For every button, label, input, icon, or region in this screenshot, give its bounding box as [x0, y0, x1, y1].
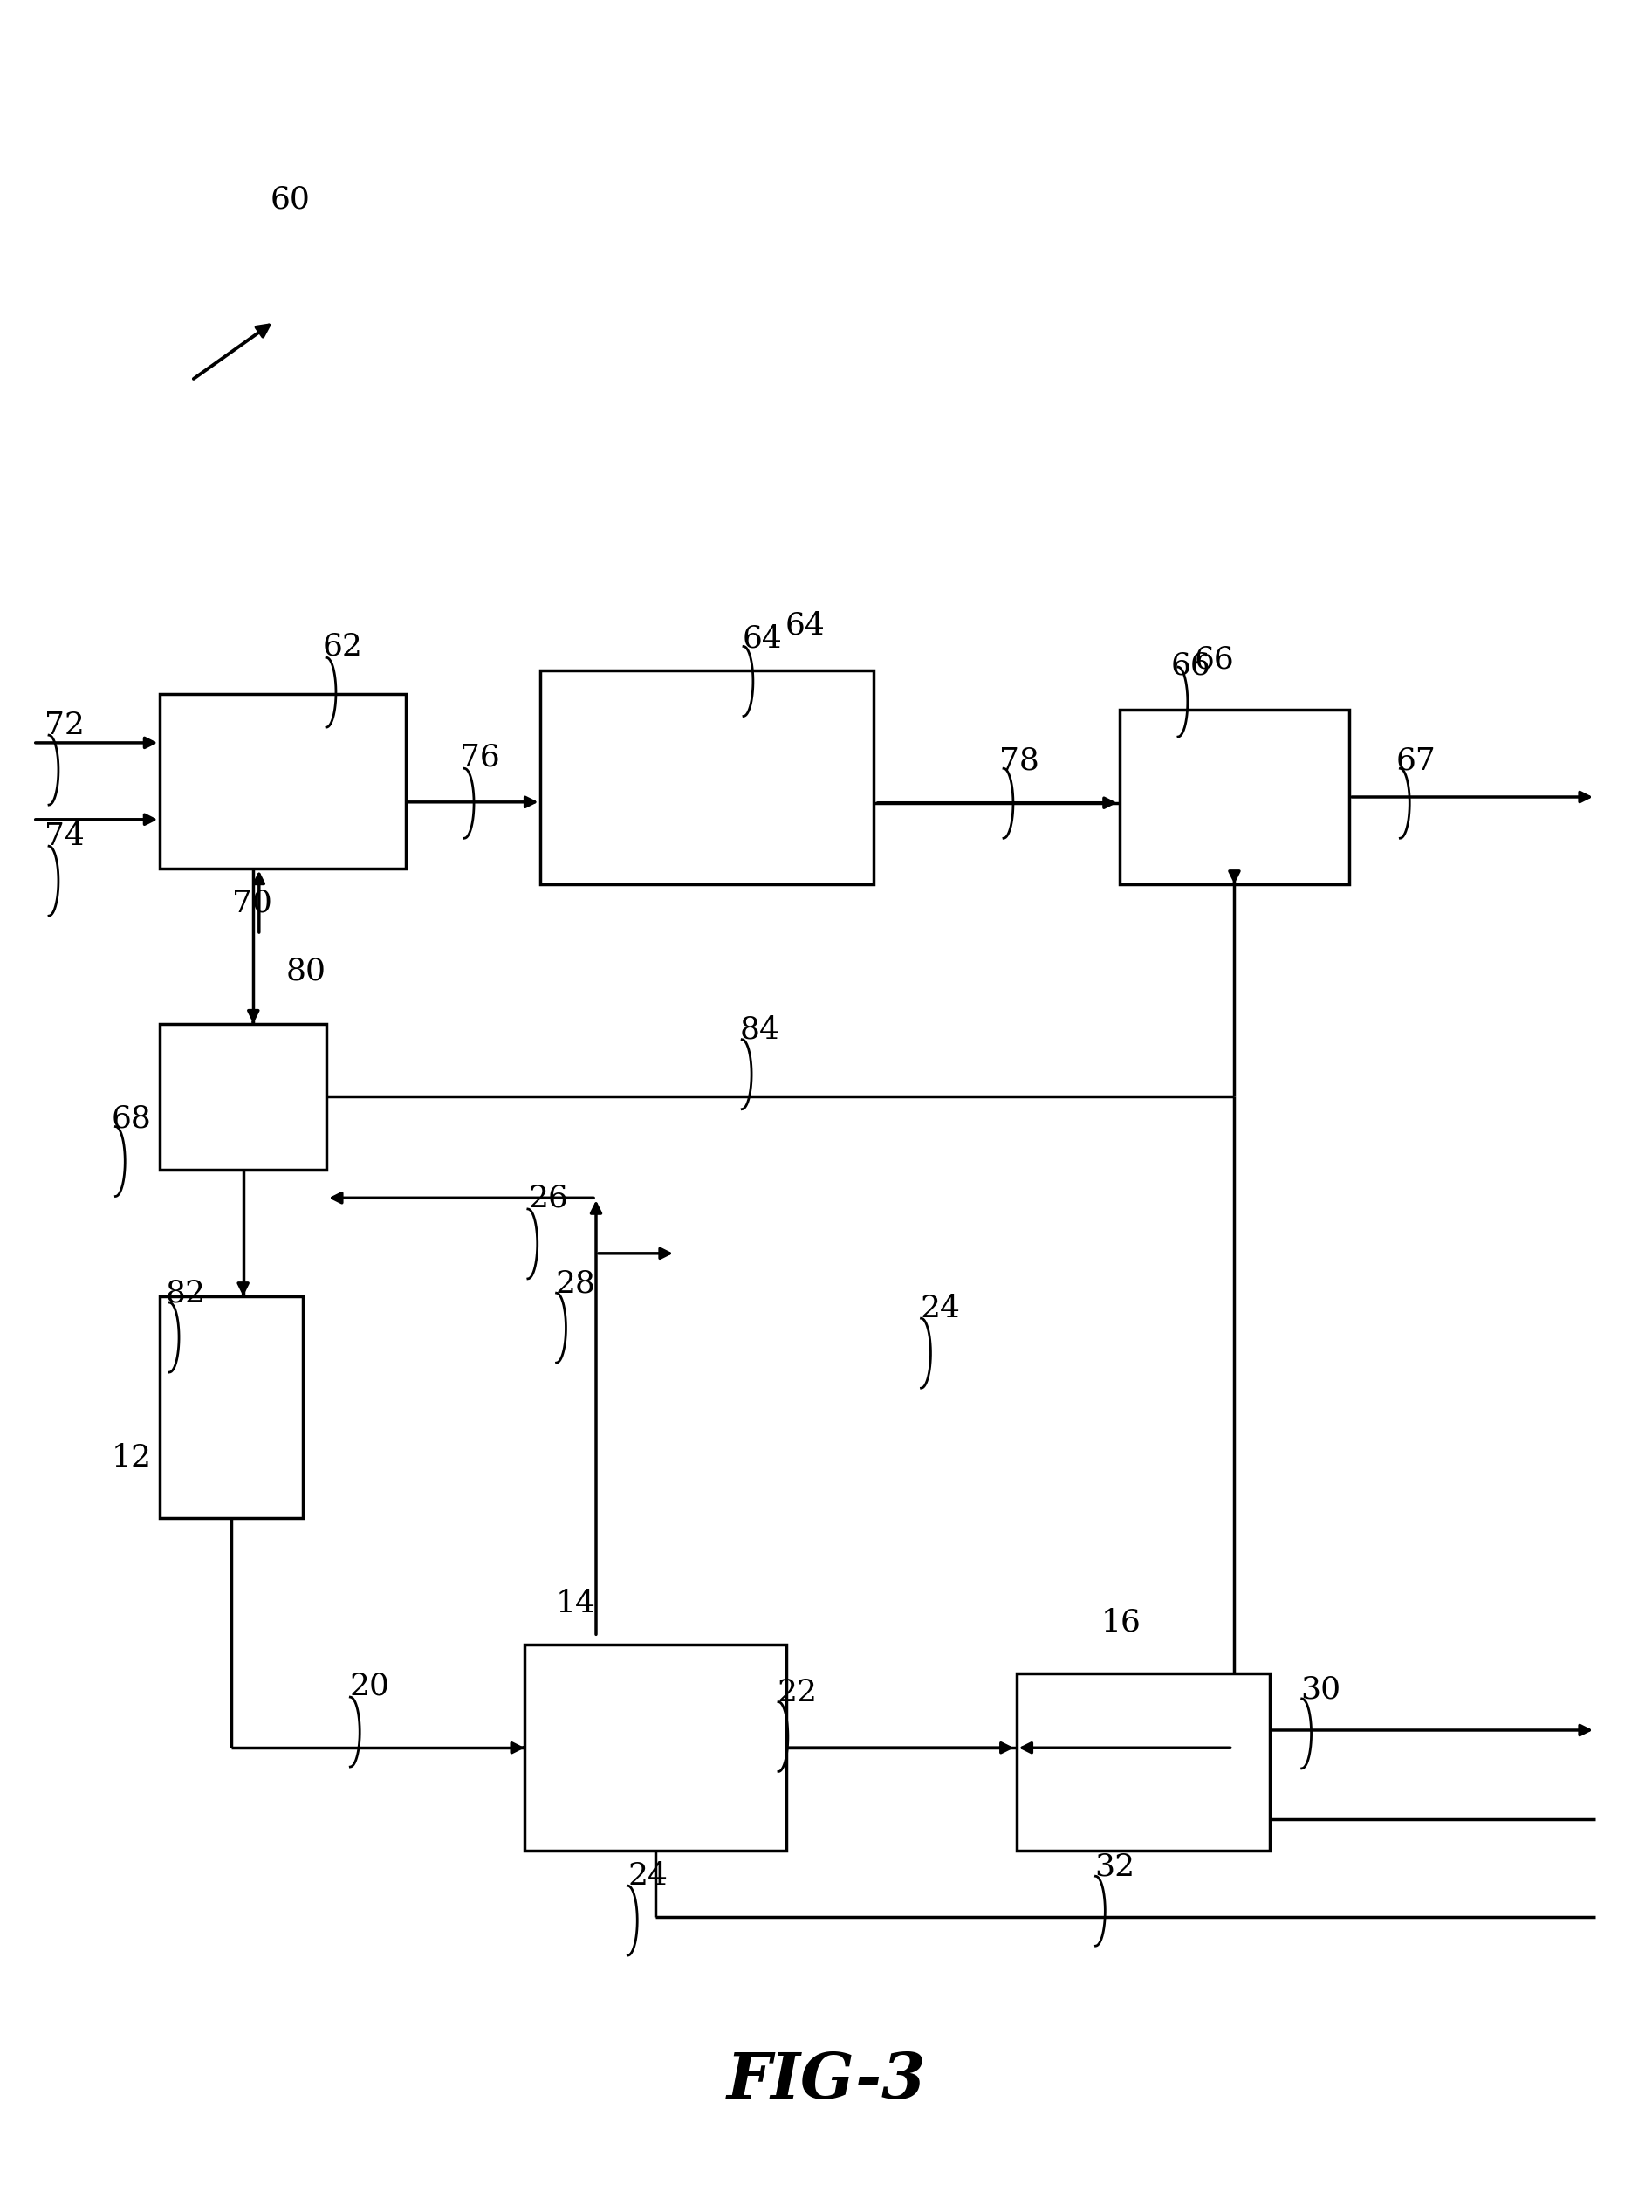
Bar [1120, 710, 1350, 885]
Text: 22: 22 [778, 1677, 818, 1708]
Text: 80: 80 [286, 956, 325, 987]
Text: 68: 68 [111, 1104, 152, 1133]
Text: 82: 82 [165, 1279, 205, 1307]
Text: 67: 67 [1396, 745, 1436, 776]
Text: 78: 78 [999, 745, 1039, 776]
Bar [160, 1024, 327, 1170]
Text: 26: 26 [529, 1183, 568, 1212]
Text: 14: 14 [555, 1588, 595, 1619]
Bar [525, 1646, 786, 1851]
Text: 74: 74 [45, 823, 84, 852]
Text: 76: 76 [461, 743, 501, 772]
Text: 16: 16 [1100, 1608, 1142, 1637]
Text: 72: 72 [45, 710, 84, 741]
Text: FIG-3: FIG-3 [727, 2051, 925, 2112]
Text: 84: 84 [740, 1015, 780, 1044]
Bar [1016, 1672, 1270, 1851]
Bar [160, 695, 406, 869]
Text: 30: 30 [1300, 1674, 1341, 1703]
Text: 24: 24 [920, 1294, 960, 1323]
Text: 64: 64 [742, 624, 783, 653]
Text: 60: 60 [269, 186, 311, 215]
Text: 20: 20 [349, 1672, 390, 1701]
Bar [160, 1296, 302, 1517]
Text: 66: 66 [1171, 650, 1211, 681]
Text: 28: 28 [555, 1270, 595, 1298]
Text: 62: 62 [322, 633, 362, 661]
Text: 32: 32 [1095, 1851, 1135, 1882]
Text: 66: 66 [1194, 644, 1234, 675]
Text: 24: 24 [628, 1860, 669, 1891]
Text: 70: 70 [231, 889, 273, 918]
Text: 64: 64 [785, 611, 826, 641]
Text: 12: 12 [111, 1442, 152, 1473]
Bar [540, 670, 874, 885]
